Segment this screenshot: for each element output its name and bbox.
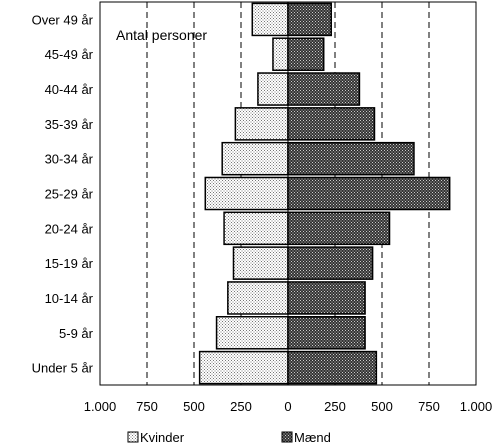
x-tick-label-6: 500 xyxy=(371,399,393,414)
category-label-10: Over 49 år xyxy=(32,12,94,27)
x-tick-label-0: 1.000 xyxy=(84,399,117,414)
bar-maend-3 xyxy=(287,246,374,280)
category-label-9: 45-49 år xyxy=(45,47,94,62)
bar-maend-6 xyxy=(287,141,415,176)
chart-title: Antal personer xyxy=(116,27,207,43)
bar-maend-4 xyxy=(287,211,391,246)
bar-maend-1 xyxy=(287,316,366,350)
bar-maend-10 xyxy=(287,2,332,37)
x-tick-label-3: 250 xyxy=(230,399,252,414)
category-label-4: 20-24 år xyxy=(45,221,94,236)
x-tick-label-2: 500 xyxy=(183,399,205,414)
x-tick-label-1: 750 xyxy=(136,399,158,414)
bar-maend-2 xyxy=(287,281,366,315)
bar-kvinder-2 xyxy=(227,281,289,315)
bars xyxy=(198,2,451,385)
bar-kvinder-10 xyxy=(251,2,289,37)
bar-maend-8 xyxy=(287,72,361,106)
category-labels: Under 5 år 5-9 år 10-14 år 15-19 år 20-24 år… xyxy=(32,12,94,375)
tick-labels: 1.000 750 500 250 0 250 500 750 1.000 xyxy=(84,399,493,414)
x-tick-label-5: 250 xyxy=(324,399,346,414)
bar-kvinder-3 xyxy=(232,246,289,280)
bar-kvinder-1 xyxy=(215,316,289,350)
bar-maend-5 xyxy=(287,176,451,211)
bar-kvinder-8 xyxy=(257,72,289,106)
category-label-7: 35-39 år xyxy=(45,117,94,132)
bar-kvinder-0 xyxy=(198,350,289,385)
x-tick-label-4: 0 xyxy=(284,399,291,414)
category-label-8: 40-44 år xyxy=(45,82,94,97)
legend-swatch-kvinder xyxy=(127,431,139,443)
category-label-1: 5-9 år xyxy=(59,326,94,341)
bar-maend-0 xyxy=(287,350,378,385)
category-label-0: Under 5 år xyxy=(32,361,94,376)
bar-kvinder-7 xyxy=(234,107,289,141)
legend-label-kvinder: Kvinder xyxy=(140,430,185,445)
category-label-6: 30-34 år xyxy=(45,152,94,167)
category-label-5: 25-29 år xyxy=(45,187,94,202)
legend: Kvinder Mænd xyxy=(127,430,331,445)
bar-kvinder-6 xyxy=(221,141,289,176)
x-tick-label-7: 750 xyxy=(418,399,440,414)
x-tick-label-8: 1.000 xyxy=(460,399,493,414)
category-label-3: 15-19 år xyxy=(45,256,94,271)
bar-maend-7 xyxy=(287,107,376,141)
category-label-2: 10-14 år xyxy=(45,291,94,306)
bar-kvinder-4 xyxy=(223,211,289,246)
bar-maend-9 xyxy=(287,37,325,71)
legend-label-maend: Mænd xyxy=(294,430,331,445)
bar-kvinder-5 xyxy=(204,176,289,211)
legend-swatch-maend xyxy=(281,431,293,443)
bar-kvinder-9 xyxy=(272,37,289,71)
